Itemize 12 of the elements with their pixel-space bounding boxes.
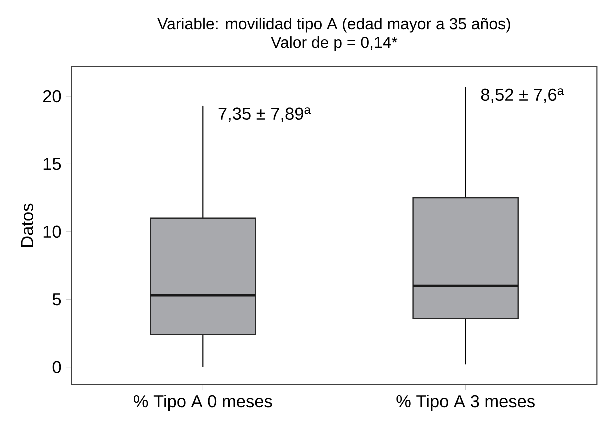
annotation: 7,35 ± 7,89$^{a}$	[218, 108, 311, 122]
chart-subtitle: Valor de p = 0,14*	[271, 36, 398, 52]
y-tick-label: 5	[52, 294, 62, 306]
y-tick-label: 10	[44, 226, 62, 238]
annotation: 8,52 ± 7,6$^{a}$	[481, 88, 564, 104]
x-tick-label: % Tipo A 0 meses	[134, 394, 272, 412]
y-axis-title: Datos	[21, 204, 34, 247]
y-tick-label: 15	[44, 158, 62, 170]
chart-title: Variable: movilidad tipo A (edad mayor a 35 años)	[158, 18, 510, 33]
y-tick-label: 20	[43, 90, 62, 103]
y-tick-label: 0	[52, 361, 62, 374]
x-tick-label: % Tipo A 3 meses	[396, 394, 535, 412]
